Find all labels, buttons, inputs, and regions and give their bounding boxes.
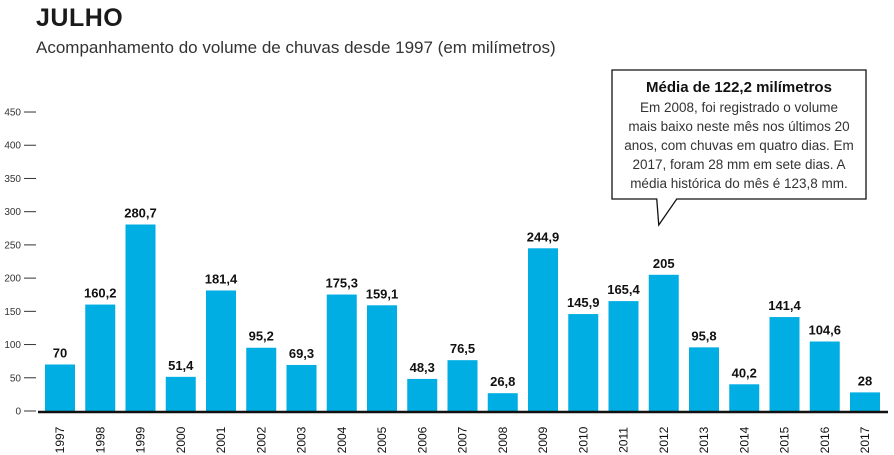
bar-1997 — [45, 364, 75, 411]
y-tick-label: 400 — [4, 141, 21, 152]
annotation-line: 2017, foram 28 mm em sete dias. A — [632, 157, 845, 172]
value-label-2007: 76,5 — [450, 341, 475, 356]
category-label-2010: 2010 — [576, 426, 590, 453]
annotation-line: Em 2008, foi registrado o volume — [640, 100, 838, 115]
value-label-2006: 48,3 — [410, 360, 435, 375]
category-label-1997: 1997 — [53, 426, 67, 453]
value-label-2001: 181,4 — [205, 271, 238, 286]
value-label-2017: 28 — [858, 373, 872, 388]
category-labels: 1997 1998 1999 2000 2001 2002 2003 2004 2005 2006… — [53, 426, 872, 453]
bar-2000 — [165, 376, 196, 411]
value-label-2009: 244,9 — [527, 229, 560, 244]
value-label-2005: 159,1 — [366, 286, 399, 301]
category-label-2006: 2006 — [415, 426, 429, 453]
bar-2011 — [608, 301, 639, 411]
category-label-2015: 2015 — [778, 426, 792, 453]
y-tick-label: 150 — [4, 307, 21, 318]
value-label-1998: 160,2 — [84, 286, 117, 301]
bar-2007 — [447, 360, 478, 411]
chart-title: JULHO — [36, 4, 124, 32]
y-tick-label: 0 — [15, 407, 21, 418]
category-label-2003: 2003 — [295, 426, 309, 453]
value-label-1997: 70 — [53, 345, 67, 360]
value-label-2013: 95,8 — [691, 328, 716, 343]
value-label-2016: 104,6 — [808, 323, 841, 338]
annotation-title: Média de 122,2 milímetros — [646, 79, 832, 96]
category-label-2001: 2001 — [214, 426, 228, 453]
y-axis: 0 50 100 150 200 250 300 350 400 450 — [4, 108, 36, 418]
bar-2016 — [809, 341, 840, 411]
category-label-2007: 2007 — [456, 426, 470, 453]
category-label-2009: 2009 — [536, 426, 550, 453]
bar-2009 — [528, 248, 558, 411]
bar-1998 — [85, 304, 116, 411]
bar-2006 — [407, 378, 438, 411]
bar-2001 — [206, 290, 236, 411]
category-label-2013: 2013 — [697, 426, 711, 453]
category-label-2012: 2012 — [657, 426, 671, 453]
category-label-2008: 2008 — [496, 426, 510, 453]
category-label-1999: 1999 — [134, 426, 148, 453]
annotation-box — [611, 69, 867, 227]
bar-2014 — [729, 384, 760, 411]
category-label-2011: 2011 — [617, 427, 631, 453]
category-label-2002: 2002 — [254, 426, 268, 453]
category-label-1998: 1998 — [93, 426, 107, 453]
bar-2012 — [648, 274, 679, 411]
annotation-text: Em 2008, foi registrado o volume mais bai… — [624, 100, 854, 191]
category-label-2000: 2000 — [174, 426, 188, 453]
bar-2003 — [286, 364, 317, 411]
value-label-2011: 165,4 — [607, 282, 640, 297]
value-label-2002: 95,2 — [249, 329, 274, 344]
bar-2015 — [769, 317, 800, 411]
y-tick-label: 300 — [4, 207, 21, 218]
y-tick-label: 250 — [4, 240, 21, 251]
bar-2010 — [568, 314, 599, 411]
annotation-line: média histórica do mês é 123,8 mm. — [630, 176, 848, 191]
bar-2013 — [689, 347, 719, 411]
value-label-2003: 69,3 — [289, 346, 314, 361]
bar-2004 — [326, 294, 357, 411]
value-label-2004: 175,3 — [325, 276, 358, 291]
y-tick-label: 450 — [4, 108, 21, 119]
bar-2005 — [367, 305, 397, 411]
annotation-line: mais baixo neste mês nos últimos 20 — [628, 119, 849, 134]
value-label-2008: 26,8 — [490, 374, 515, 389]
value-label-2000: 51,4 — [168, 358, 194, 373]
value-label-2010: 145,9 — [567, 295, 600, 310]
bars — [45, 224, 880, 411]
bar-2002 — [246, 347, 277, 411]
value-label-2012: 205 — [653, 256, 675, 271]
y-tick-label: 100 — [4, 340, 21, 351]
bar-1999 — [125, 224, 156, 411]
y-tick-label: 350 — [4, 174, 21, 185]
y-tick-label: 50 — [10, 373, 22, 384]
value-label-1999: 280,7 — [124, 206, 157, 221]
annotation-line: anos, com chuvas em quatro dias. Em — [624, 138, 854, 153]
value-labels: 70 160,2 280,7 51,4 181,4 95,2 69,3 175,3 159,1 4… — [53, 206, 872, 390]
category-label-2014: 2014 — [737, 426, 751, 453]
category-label-2016: 2016 — [818, 426, 832, 453]
y-tick-label: 200 — [4, 274, 21, 285]
category-label-2017: 2017 — [858, 426, 872, 453]
bar-2017 — [850, 392, 880, 411]
annotation-callout: Média de 122,2 milímetros Em 2008, foi r… — [611, 69, 867, 227]
chart-subtitle: Acompanhamento do volume de chuvas desde… — [36, 38, 556, 57]
category-label-2004: 2004 — [335, 426, 349, 453]
value-label-2015: 141,4 — [768, 298, 801, 313]
bar-2008 — [487, 393, 518, 411]
category-label-2005: 2005 — [375, 426, 389, 453]
value-label-2014: 40,2 — [732, 365, 757, 380]
